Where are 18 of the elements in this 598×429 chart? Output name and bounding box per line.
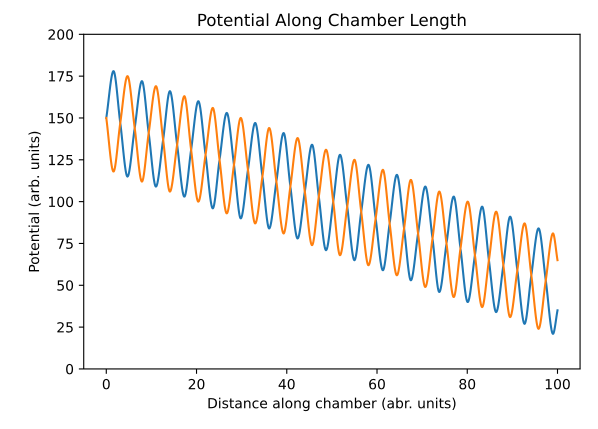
y-tick-label: 175 — [49, 71, 73, 82]
chart-title: Potential Along Chamber Length — [198, 13, 466, 30]
y-tick-label: 150 — [49, 112, 74, 124]
y-tick-label: 0 — [66, 364, 74, 374]
y-axis-title: Potential (arb. units) — [28, 132, 41, 272]
x-tick-label: 20 — [188, 378, 204, 390]
y-tick-label: 50 — [57, 280, 74, 291]
x-tick-label: 100 — [546, 378, 570, 390]
y-tick-label: 75 — [57, 238, 73, 249]
y-tick-label: 125 — [49, 154, 73, 166]
x-tick-label: 60 — [369, 378, 385, 390]
x-axis-title: Distance along chamber (abr. units) — [208, 398, 456, 412]
x-tick-label: 0 — [102, 378, 110, 390]
y-tick-label: 25 — [57, 322, 73, 333]
x-tick-label: 80 — [459, 378, 476, 390]
y-tick-label: 200 — [48, 29, 74, 40]
y-tick-label: 100 — [49, 196, 74, 208]
x-tick-label: 40 — [278, 378, 295, 390]
